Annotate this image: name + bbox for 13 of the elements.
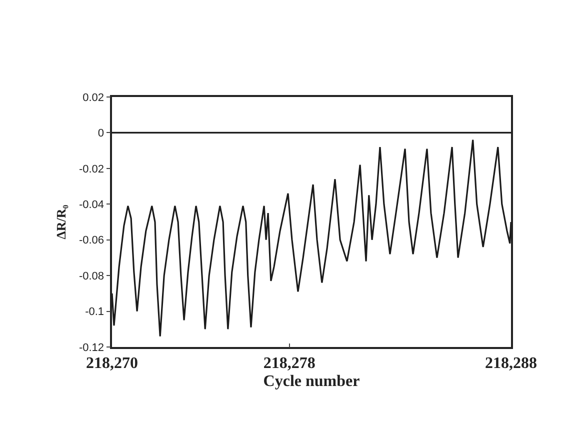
x-axis-title: Cycle number <box>263 373 360 390</box>
y-tick-label: -0.12 <box>78 342 104 354</box>
y-axis-title: ΔR/R₀ <box>53 204 68 240</box>
y-tick-label: -0.08 <box>78 270 104 282</box>
y-tick-label: 0 <box>98 128 104 140</box>
y-tick-label: -0.06 <box>78 234 104 247</box>
x-tick-label: 218,288 <box>485 354 537 372</box>
x-tick-label: 218,270 <box>86 354 138 372</box>
y-tick-label: 0.02 <box>82 92 104 104</box>
y-tick-label: -0.04 <box>78 198 104 211</box>
y-tick-label: -0.1 <box>85 306 104 318</box>
y-tick-label: -0.02 <box>78 163 104 176</box>
x-tick-label: 218,278 <box>263 354 316 372</box>
